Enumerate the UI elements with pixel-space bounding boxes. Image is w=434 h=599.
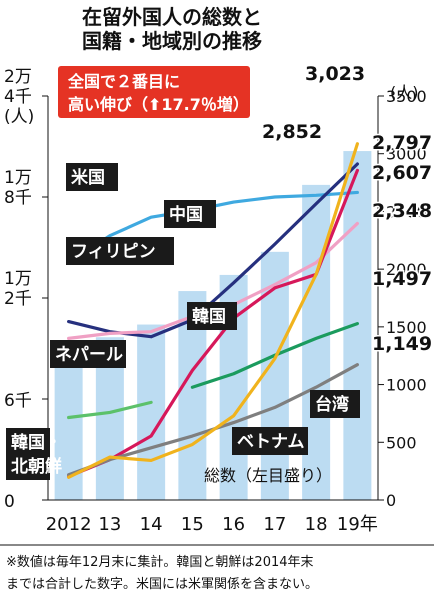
end-value-label-台湾: 1,149 bbox=[372, 333, 432, 355]
series-name-label-韓国・北朝鮮: 韓国・北朝鮮 bbox=[6, 428, 62, 480]
series-name-label-中国: 中国 bbox=[164, 200, 216, 228]
left-axis-tick-label: 8千 bbox=[4, 188, 32, 208]
right-axis-tick-label: 3000 bbox=[386, 145, 427, 164]
right-axis-tick-label: 2000 bbox=[386, 260, 427, 279]
series-name-label-text: 台湾 bbox=[315, 394, 349, 415]
right-axis-tick-label: 0 bbox=[386, 491, 396, 510]
end-value-label-ベトナム: 3,023 bbox=[305, 63, 365, 85]
callout-line-1: 全国で２番目に bbox=[67, 72, 180, 91]
series-name-label-bg bbox=[164, 200, 216, 228]
series-name-label-bg bbox=[66, 237, 174, 265]
right-axis-tick-label: 2500 bbox=[386, 202, 427, 221]
series-name-label-ネパール: ネパール bbox=[50, 340, 126, 368]
footnote-line-1: ※数値は毎年12月末に集計。韓国と朝鮮は2014年末 bbox=[6, 554, 314, 570]
series-name-label-text: 韓国・ bbox=[11, 432, 62, 453]
x-axis-tick-label: 16 bbox=[222, 514, 245, 535]
series-name-label-bg bbox=[50, 340, 126, 368]
series-name-label-text: ベトナム bbox=[237, 432, 305, 452]
callout-box: 全国で２番目に 高い伸び（⬆17.7％増） bbox=[58, 66, 250, 118]
left-axis-tick-label: 1万 bbox=[4, 168, 32, 188]
right-axis-tick-label: 1500 bbox=[386, 318, 427, 337]
series-name-label-bg bbox=[232, 427, 308, 455]
series-line-韓国・北朝鮮 bbox=[67, 168, 359, 479]
left-axis-tick-label: 6千 bbox=[4, 391, 32, 411]
chart-title-line-2: 国籍・地域別の推移 bbox=[82, 29, 262, 53]
end-value-label-韓国・北朝鮮: 2,797 bbox=[372, 132, 432, 154]
series-line-ベトナム bbox=[67, 142, 359, 479]
end-value-label-韓国: 1,497 bbox=[372, 268, 432, 290]
chart-title-line-1: 在留外国人の総数と bbox=[82, 5, 262, 29]
end-value-label-米国: 2,607 bbox=[372, 162, 432, 184]
footnote-line-2: までは合計した数字。米国には米軍関係を含まない。 bbox=[6, 576, 318, 592]
series-name-label-text: 北朝鮮 bbox=[11, 456, 62, 477]
x-axis-tick-label: 15 bbox=[181, 514, 204, 535]
left-axis-unit: (人) bbox=[4, 107, 34, 127]
series-name-label-ベトナム: ベトナム bbox=[232, 427, 308, 455]
x-axis-tick-label: 19年 bbox=[337, 514, 378, 535]
x-axis-tick-label: 18 bbox=[305, 514, 328, 535]
left-axis-tick-label: 2万 bbox=[4, 67, 32, 87]
series-name-label-text: 米国 bbox=[71, 167, 105, 188]
x-axis-tick-label: 2012 bbox=[46, 514, 92, 535]
footnote: ※数値は毎年12月末に集計。韓国と朝鮮は2014年末 までは合計した数字。米国に… bbox=[0, 544, 434, 592]
series-line-ネパール bbox=[67, 400, 153, 420]
bars-legend-label: 総数（左目盛り） bbox=[204, 466, 332, 485]
axes-layer: 06千1万2千1万8千2万4千(人)0500100015002000250030… bbox=[4, 67, 427, 535]
x-axis-tick-label: 13 bbox=[98, 514, 121, 535]
end-value-label-中国: 2,852 bbox=[262, 121, 322, 143]
right-axis-unit: (人) bbox=[390, 83, 419, 102]
right-axis-tick-label: 3500 bbox=[386, 87, 427, 106]
series-name-label-bg bbox=[187, 302, 237, 330]
left-axis-tick-label: 1万 bbox=[4, 269, 32, 289]
series-name-label-text: フィリピン bbox=[71, 242, 156, 262]
series-name-label-text: 中国 bbox=[169, 204, 203, 225]
series-name-label-bg bbox=[310, 390, 360, 418]
series-name-label-韓国: 韓国 bbox=[187, 302, 237, 330]
callout-line-2: 高い伸び（⬆17.7％増） bbox=[68, 95, 249, 114]
bar-total-14 bbox=[137, 324, 166, 500]
series-name-label-text: ネパール bbox=[55, 345, 123, 365]
series-name-label-米国: 米国 bbox=[66, 163, 118, 191]
end-value-label-フィリピン: 2,348 bbox=[372, 200, 432, 222]
right-axis-tick-label: 1000 bbox=[386, 376, 427, 395]
left-axis-tick-label: 4千 bbox=[4, 87, 32, 107]
left-axis-tick-label: 2千 bbox=[4, 289, 32, 309]
chart-title: 在留外国人の総数と 国籍・地域別の推移 bbox=[82, 5, 262, 53]
right-axis-tick-label: 500 bbox=[386, 433, 417, 452]
x-axis-tick-label: 14 bbox=[140, 514, 163, 535]
series-name-label-台湾: 台湾 bbox=[310, 390, 360, 418]
series-name-label-フィリピン: フィリピン bbox=[66, 237, 174, 265]
left-axis-tick-label: 0 bbox=[4, 492, 15, 512]
series-name-label-bg bbox=[66, 163, 118, 191]
x-axis-tick-label: 17 bbox=[263, 514, 286, 535]
series-name-label-text: 韓国 bbox=[192, 306, 226, 327]
series-name-label-bg bbox=[6, 428, 50, 480]
